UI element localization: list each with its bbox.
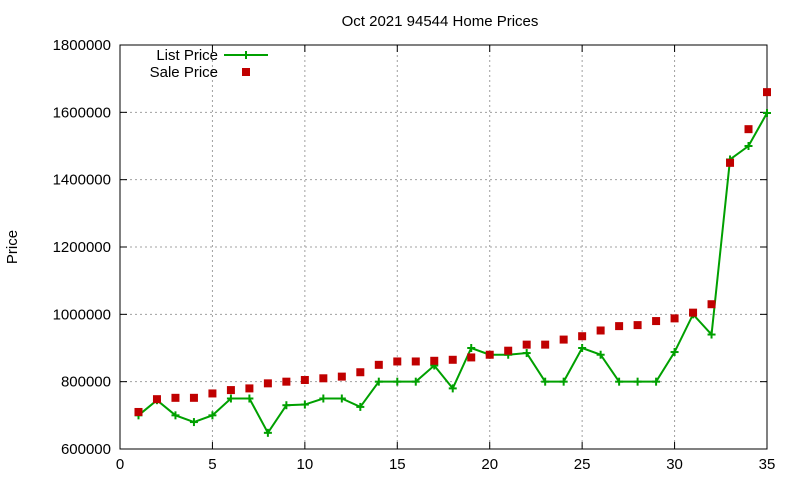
sale-price-point: [152, 395, 161, 404]
sale-price-point: [467, 353, 476, 362]
sale-price-point: [356, 368, 365, 377]
y-tick-label: 1000000: [53, 306, 111, 323]
sale-price-point: [670, 314, 679, 323]
list-price-point: [226, 394, 235, 403]
tick-labels: 0 5 10 15 20 25 30 35 600000 800000 1000000 1200000…: [53, 37, 776, 473]
plot-frame: [119, 44, 768, 450]
list-price-point: [208, 411, 217, 420]
list-price-point: [522, 349, 531, 358]
y-tick-label: 1400000: [53, 172, 111, 189]
sale-price-point: [689, 308, 698, 317]
sale-price-point: [282, 377, 291, 386]
sale-price-point: [578, 332, 587, 341]
y-tick-label: 1800000: [53, 37, 111, 54]
sale-price-point: [726, 158, 735, 167]
list-price-point: [707, 330, 716, 339]
list-price-point: [319, 394, 328, 403]
sale-price-point: [171, 393, 180, 402]
sale-price-point: [744, 125, 753, 134]
list-price-point: [300, 400, 309, 409]
list-price-point: [744, 142, 753, 150]
sale-price-point: [245, 384, 254, 393]
sale-price-point: [189, 393, 198, 402]
sale-price-point: [448, 355, 457, 364]
sale-price-point: [522, 340, 531, 349]
list-price-point: [393, 377, 402, 386]
x-tick-label: 30: [666, 456, 683, 473]
series-layer: [134, 88, 771, 437]
x-tick-label: 5: [208, 456, 216, 473]
x-tick-label: 0: [116, 456, 124, 473]
sale-price-point: [337, 372, 346, 381]
sale-price-point: [393, 357, 402, 366]
sale-price-point: [707, 300, 716, 309]
y-tick-label: 1200000: [53, 239, 111, 256]
list-price-point: [615, 377, 624, 386]
list-price-point: [189, 418, 198, 427]
legend-swatch-cross: [242, 51, 250, 59]
sale-price-point: [763, 88, 771, 97]
list-price-point: [596, 350, 605, 359]
y-tick-label: 800000: [61, 374, 111, 391]
legend-item-sale-price: Sale Price: [150, 64, 250, 81]
legend-item-list-price: List Price: [156, 47, 268, 64]
sale-price-point: [208, 389, 217, 398]
axes: [119, 44, 768, 450]
legend-swatch-point: [242, 68, 250, 76]
x-tick-label: 20: [481, 456, 498, 473]
list-price-point: [448, 384, 457, 393]
list-price-point: [356, 402, 365, 411]
list-price-point: [633, 377, 642, 386]
sale-price-point: [485, 350, 494, 359]
sale-price-point: [652, 317, 661, 326]
list-price-point: [337, 394, 346, 403]
sale-price-point: [263, 379, 272, 388]
list-price-point: [541, 377, 550, 386]
sale-price-point: [226, 386, 235, 395]
sale-price-point: [134, 407, 143, 416]
sale-price-point: [411, 357, 420, 366]
sale-price-point: [615, 322, 624, 331]
sale-price-point: [633, 321, 642, 330]
sale-price-point: [559, 335, 568, 344]
list-price-point: [263, 428, 272, 437]
x-tick-label: 35: [759, 456, 776, 473]
sale-price-point: [504, 346, 513, 355]
chart-title: Oct 2021 94544 Home Prices: [342, 13, 539, 30]
x-tick-label: 10: [297, 456, 314, 473]
list-price-point: [559, 377, 568, 386]
sale-price-point: [430, 356, 439, 365]
y-tick-label: 600000: [61, 441, 111, 458]
list-price-point: [578, 344, 587, 352]
y-tick-label: 1600000: [53, 104, 111, 121]
list-price-point: [763, 109, 771, 118]
list-price-point: [467, 344, 476, 352]
legend-label: List Price: [156, 47, 218, 64]
list-price-point: [670, 348, 679, 357]
x-tick-label: 15: [389, 456, 406, 473]
sale-price-point: [300, 375, 309, 384]
list-price-point: [652, 377, 661, 386]
legend-label: Sale Price: [150, 64, 218, 81]
sale-price-point: [374, 360, 383, 369]
list-price-point: [411, 377, 420, 386]
sale-price-point: [319, 374, 328, 383]
list-price-point: [282, 401, 291, 410]
grid: [120, 45, 767, 449]
y-axis-label: Price: [4, 230, 21, 264]
series-sale-price: [134, 88, 771, 416]
x-tick-label: 25: [574, 456, 591, 473]
list-price-point: [374, 377, 383, 386]
sale-price-point: [541, 340, 550, 349]
list-price-point: [171, 411, 180, 420]
sale-price-point: [596, 326, 605, 335]
list-price-point: [245, 394, 254, 403]
